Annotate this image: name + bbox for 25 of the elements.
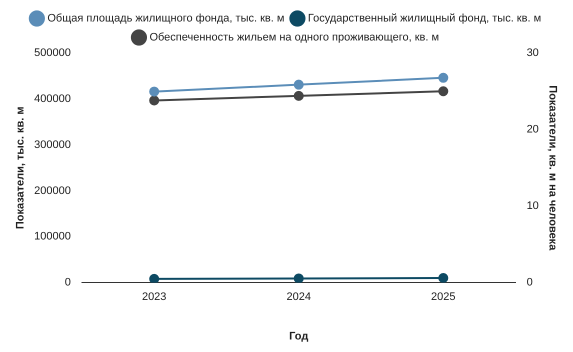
y-tick-label: 400000 xyxy=(34,92,71,105)
y2-axis-title: Показатели, кв. м на человека xyxy=(546,85,558,252)
x-tick-label: 2023 xyxy=(142,291,166,304)
y-axis-title: Показатели, тыс. кв. м xyxy=(14,106,27,230)
x-tick-label: 2024 xyxy=(286,291,311,304)
y-tick-label: 300000 xyxy=(34,138,71,151)
point xyxy=(149,274,160,283)
y-tick-label: 200000 xyxy=(34,184,71,197)
y2-tick-label: 0 xyxy=(526,276,533,289)
point xyxy=(438,273,448,283)
point xyxy=(438,72,448,83)
legend-label: Государственный жилищный фонд, тыс. кв. м xyxy=(308,12,542,25)
x-tick-label: 2025 xyxy=(431,291,456,304)
point xyxy=(294,80,304,90)
legend-label: Общая площадь жилищного фонда, тыс. кв. м xyxy=(47,12,284,25)
point xyxy=(294,273,304,283)
x-axis-title: Год xyxy=(289,330,308,342)
y-tick-label: 100000 xyxy=(34,230,71,243)
y2-tick-label: 10 xyxy=(526,200,539,212)
y2-tick-label: 30 xyxy=(526,47,539,60)
y2-tick-label: 20 xyxy=(526,124,539,136)
point xyxy=(149,86,160,97)
y-tick-label: 500000 xyxy=(34,47,71,60)
legend-label: Обеспеченность жильем на одного проживающего, кв. м xyxy=(149,32,440,44)
y-tick-label: 0 xyxy=(64,276,71,289)
